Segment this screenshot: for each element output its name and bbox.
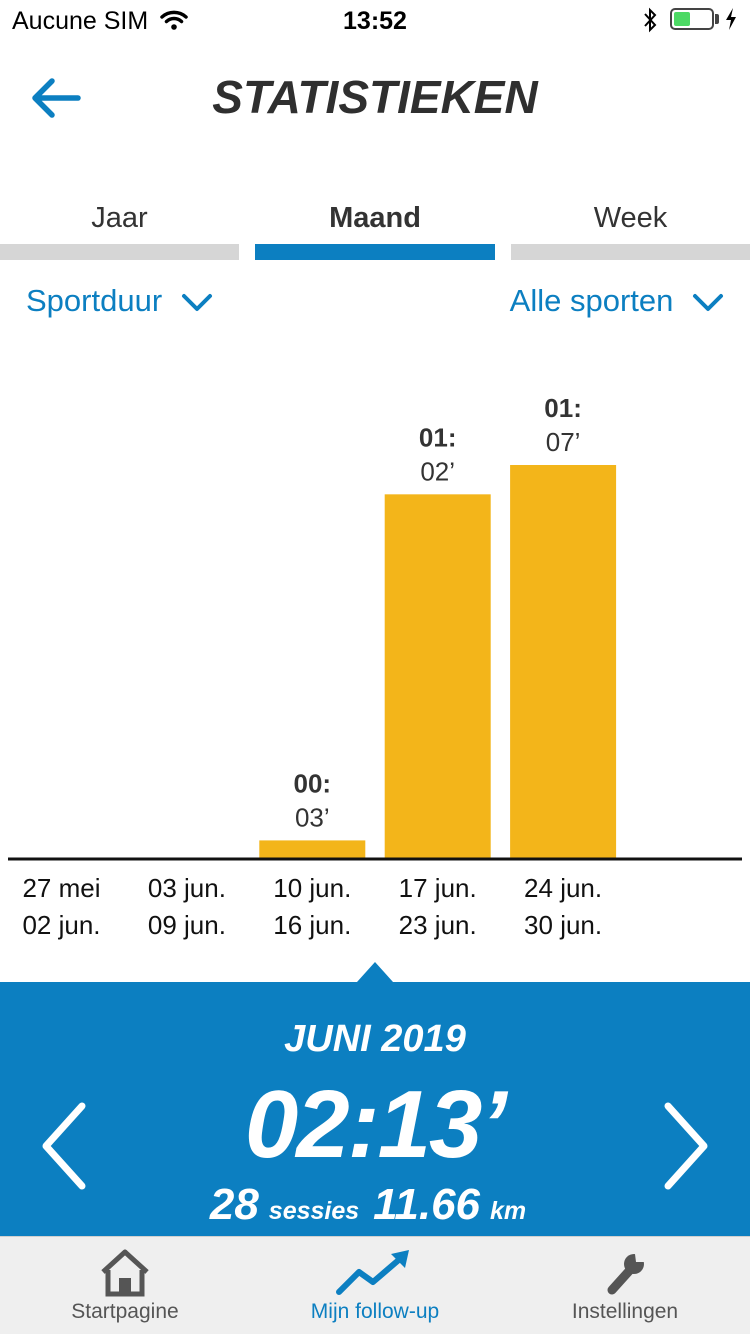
chevron-down-icon [693,293,723,311]
battery-cap [715,14,719,24]
bar-value-label: 07’ [546,427,581,457]
tab-week[interactable]: Week [511,202,750,260]
chart-bar [259,840,366,858]
sport-dropdown[interactable]: Alle sporten [510,283,724,319]
x-tick-label: 03 jun. [148,873,226,903]
tab-label: Week [593,202,668,234]
metric-dropdown[interactable]: Sportduur [26,283,213,319]
nav-label: Instellingen [571,1300,679,1323]
nav-label: Mijn follow-up [310,1300,440,1323]
x-tick-label: 10 jun. [273,873,351,903]
bluetooth-icon [644,7,657,33]
trend-icon [336,1250,409,1295]
sport-dropdown-label: Alle sporten [509,283,674,318]
distance-unit: km [490,1197,527,1225]
chart-bar [510,465,617,858]
duration-bar-chart: 27 mei 02 jun. 03 jun. 09 jun. 00: 03’ 10 jun.… [8,393,742,940]
x-tick-label: 23 jun. [399,910,477,940]
selection-notch [357,962,393,982]
x-tick-label: 02 jun. [22,910,100,940]
period-label: JUNI 2019 [284,1018,466,1060]
tab-jaar[interactable]: Jaar [0,202,239,260]
summary-panel [0,982,750,1236]
status-bar: Aucune SIM 13:52 [0,0,750,40]
wifi-icon [160,10,188,30]
battery-icon [670,8,714,30]
nav-startpagine[interactable]: Startpagine [0,1240,250,1334]
bar-value-label: 00: [294,768,332,798]
nav-mijn-follow-up[interactable]: Mijn follow-up [250,1240,500,1334]
tab-label: Jaar [91,202,148,234]
tab-indicator [511,244,750,260]
nav-instellingen[interactable]: Instellingen [500,1240,750,1334]
chevron-down-icon [181,293,212,311]
sessions-count: 28 [209,1180,259,1229]
previous-period-icon[interactable] [36,1100,96,1192]
clock: 13:52 [343,7,407,35]
tab-label: Maand [329,202,421,234]
home-icon [101,1249,149,1297]
distance-value: 11.66 [373,1180,481,1229]
bar-value-label: 02’ [420,456,455,486]
charging-icon [726,8,736,30]
x-tick-label: 09 jun. [148,910,226,940]
carrier-label: Aucune SIM [12,7,149,35]
tab-indicator [255,244,495,260]
total-time: 02:13’ [244,1071,507,1178]
bar-value-label: 01: [544,393,582,423]
summary-stats: 28 sessies 11.66 km [0,1180,750,1230]
tab-indicator [0,244,239,260]
x-tick-label: 24 jun. [524,873,602,903]
page-title: STATISTIEKEN [212,71,538,123]
tab-maand[interactable]: Maand [255,202,495,260]
x-tick-label: 30 jun. [524,910,602,940]
sessions-label: sessies [268,1197,360,1225]
nav-label: Startpagine [71,1300,179,1323]
x-tick-label: 16 jun. [273,910,351,940]
metric-dropdown-label: Sportduur [26,283,163,318]
back-arrow-icon[interactable] [28,72,88,124]
next-period-icon[interactable] [654,1100,714,1192]
chart-bar [384,494,491,858]
x-tick-label: 17 jun. [399,873,477,903]
x-tick-label: 27 mei [22,873,100,903]
bar-value-label: 01: [419,422,457,452]
wrench-icon [607,1254,644,1295]
bar-value-label: 03’ [295,802,330,832]
